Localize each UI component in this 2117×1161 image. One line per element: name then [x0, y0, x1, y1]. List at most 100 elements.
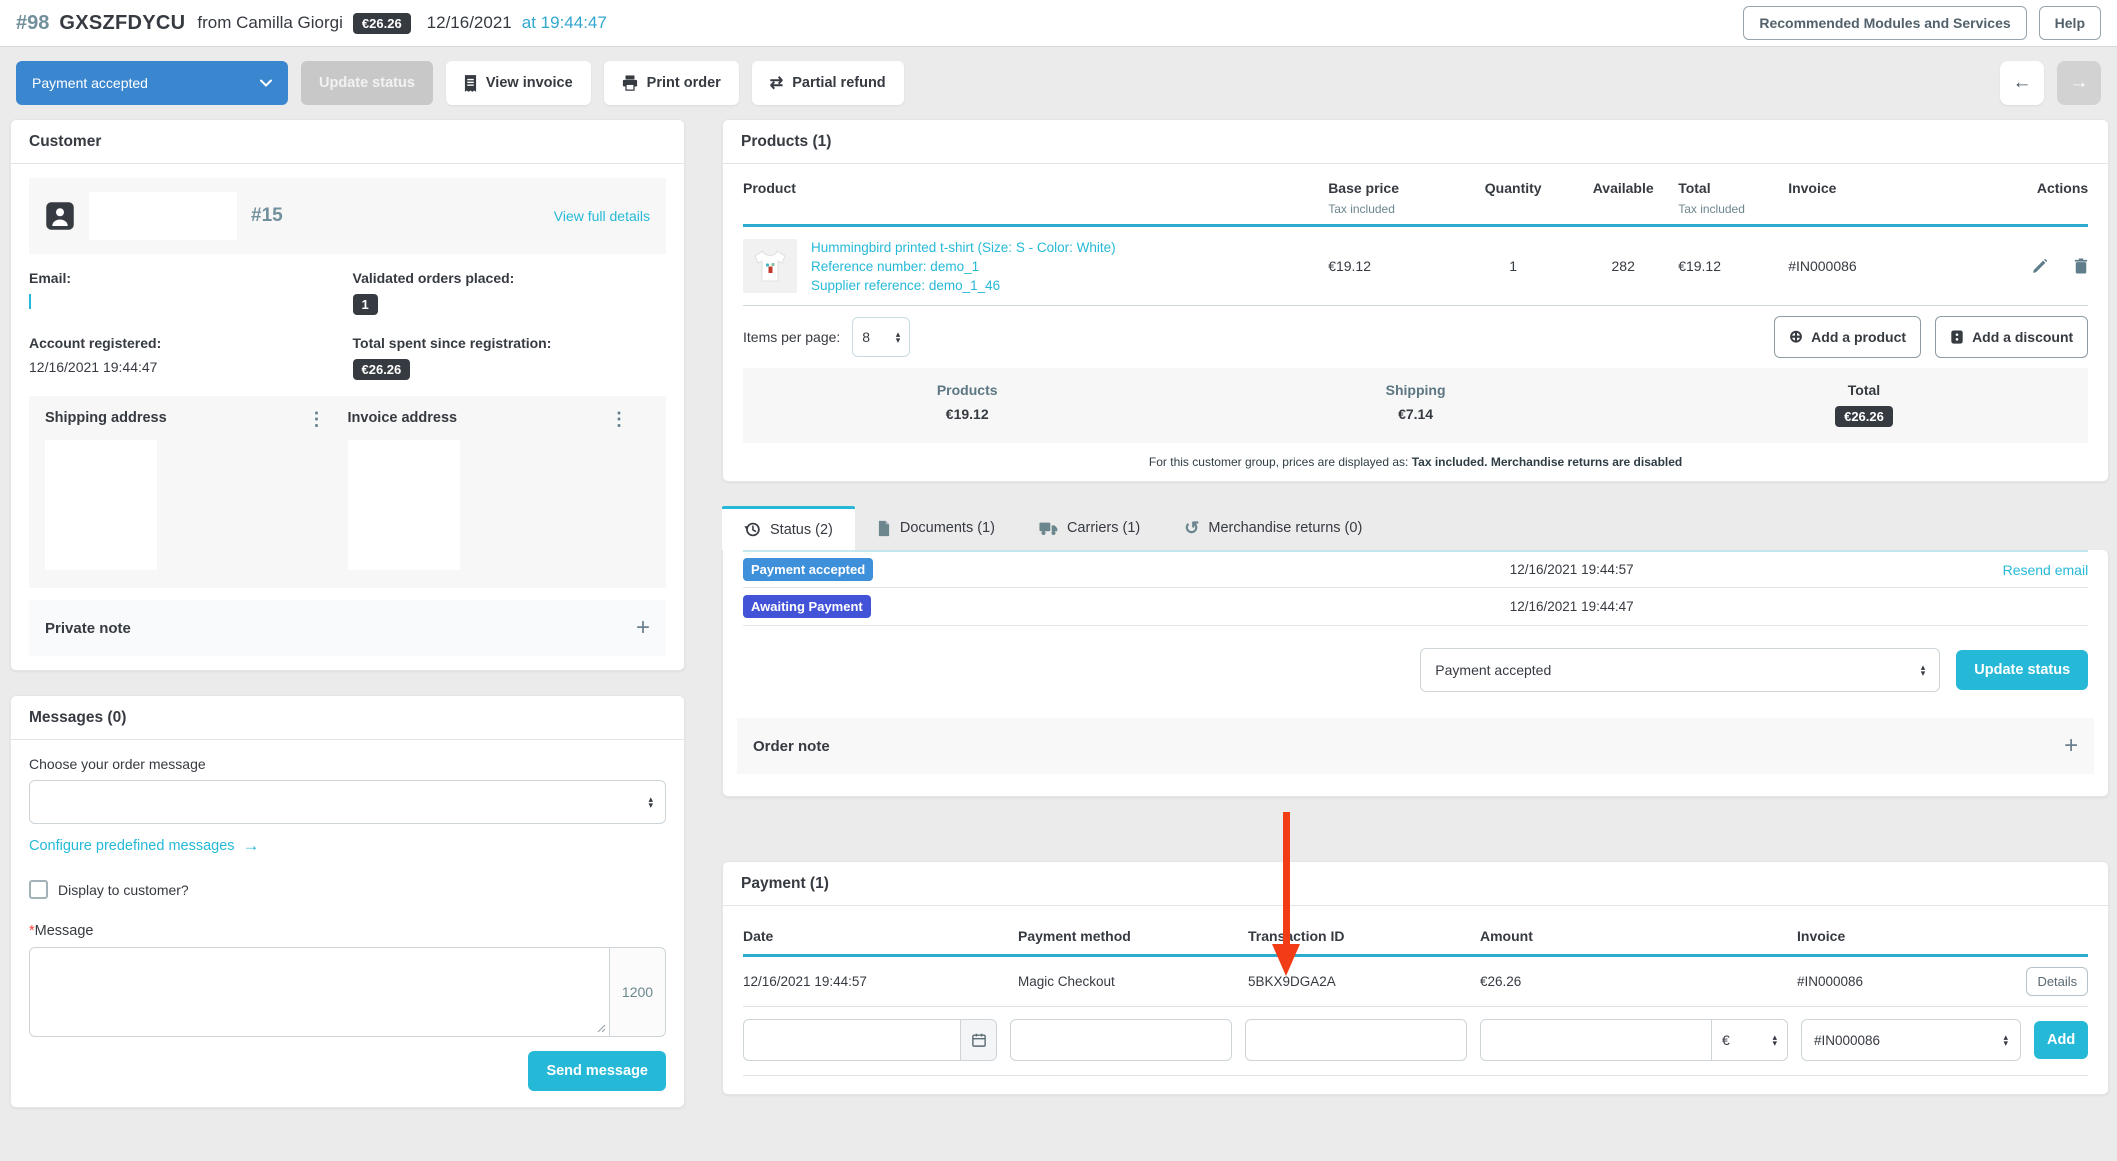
- order-totals-summary: Products €19.12 Shipping €7.14 Total €26…: [743, 368, 2089, 443]
- order-customer-origin: from Camilla Giorgi: [197, 13, 343, 32]
- order-status-select[interactable]: Payment accepted: [16, 61, 288, 105]
- update-status-select[interactable]: Payment accepted ▴ ▾: [1420, 648, 1941, 692]
- calendar-icon[interactable]: [961, 1019, 997, 1061]
- invoice-icon: [464, 74, 477, 92]
- payment-amount: €26.26: [1480, 974, 1522, 989]
- account-registered-field: Account registered: 12/16/2021 19:44:47: [29, 335, 343, 380]
- tab-status[interactable]: Status (2): [722, 506, 855, 550]
- required-mark: *: [29, 923, 35, 939]
- products-card-title: Products (1): [723, 120, 2109, 164]
- product-quantity: 1: [1509, 258, 1518, 274]
- tab-carriers-label: Carriers (1): [1066, 520, 1141, 536]
- previous-order-button[interactable]: ←: [2000, 61, 2044, 105]
- select-stepper-icon: ▴ ▾: [2003, 1032, 2008, 1048]
- status-history-row: Awaiting Payment 12/16/2021 19:44:47: [743, 588, 2089, 626]
- trash-icon[interactable]: [2074, 258, 2088, 274]
- add-private-note-icon[interactable]: +: [635, 614, 650, 641]
- summary-products-label: Products: [936, 382, 998, 398]
- summary-total-label: Total: [1847, 382, 1881, 398]
- payment-card-title: Payment (1): [723, 862, 2109, 906]
- payment-date-input[interactable]: [743, 1019, 961, 1061]
- col-invoice: Invoice: [1788, 180, 1837, 196]
- arrow-left-icon: ←: [2012, 72, 2032, 93]
- partial-refund-button[interactable]: ⇄ Partial refund: [751, 61, 904, 105]
- summary-products-value: €19.12: [945, 406, 989, 422]
- top-header-bar: #98 GXSZFDYCU from Camilla Giorgi €26.26…: [0, 0, 2117, 47]
- product-name-link[interactable]: Hummingbird printed t-shirt (Size: S - C…: [811, 239, 1116, 255]
- items-per-page-select[interactable]: 8 ▴ ▾: [852, 317, 911, 357]
- update-status-row: Payment accepted ▴ ▾ Update status: [743, 648, 2089, 692]
- payment-transaction-id: 5BKX9DGA2A: [1248, 974, 1336, 989]
- col-transaction-id: Transaction ID: [1248, 928, 1345, 944]
- configure-messages-link[interactable]: Configure predefined messages: [29, 838, 235, 854]
- person-icon: [45, 201, 75, 231]
- product-reference[interactable]: Reference number: demo_1: [811, 258, 980, 274]
- tab-returns-label: Merchandise returns (0): [1208, 520, 1363, 536]
- total-spent-field: Total spent since registration: €26.26: [352, 335, 667, 380]
- messages-card-title: Messages (0): [11, 696, 684, 740]
- shipping-address-label: Shipping address: [45, 410, 167, 426]
- add-payment-form: € ▴ ▾ #IN000086 ▴ ▾ Add: [743, 1007, 2089, 1076]
- add-payment-button[interactable]: Add: [2034, 1021, 2089, 1059]
- add-discount-button[interactable]: Add a discount: [1935, 316, 2089, 358]
- arrow-right-icon: →: [2069, 72, 2089, 93]
- product-thumbnail[interactable]: [743, 239, 797, 293]
- add-product-button[interactable]: ⊕ Add a product: [1773, 316, 1922, 358]
- resend-email-link[interactable]: Resend email: [2002, 561, 2089, 578]
- message-textarea[interactable]: [29, 947, 610, 1037]
- payment-method-input[interactable]: [1010, 1019, 1232, 1061]
- annotation-arrow-down: [1272, 812, 1300, 976]
- tab-merchandise-returns[interactable]: ↺ Merchandise returns (0): [1162, 506, 1384, 550]
- select-stepper-icon: ▴ ▾: [1772, 1032, 1777, 1048]
- view-invoice-button[interactable]: View invoice: [445, 61, 591, 105]
- recommended-modules-button[interactable]: Recommended Modules and Services: [1743, 6, 2027, 40]
- send-message-button[interactable]: Send message: [528, 1051, 666, 1091]
- edit-pencil-icon[interactable]: [2032, 258, 2048, 274]
- help-button[interactable]: Help: [2038, 6, 2101, 40]
- resize-handle[interactable]: [597, 1024, 606, 1033]
- status-date: 12/16/2021 19:44:47: [1509, 599, 1634, 614]
- print-order-label: Print order: [646, 75, 721, 91]
- order-time-link[interactable]: at 19:44:47: [521, 13, 607, 32]
- items-per-page-label: Items per page:: [743, 329, 841, 345]
- update-status-button[interactable]: Update status: [1956, 650, 2089, 690]
- order-message-select[interactable]: ▴ ▾: [29, 780, 666, 824]
- col-base-price-sub: Tax included: [1328, 202, 1395, 216]
- kebab-menu-icon[interactable]: ⋮: [307, 409, 326, 429]
- private-note-label: Private note: [45, 619, 131, 637]
- email-value-redacted: [29, 294, 31, 309]
- next-order-button[interactable]: →: [2057, 61, 2101, 105]
- product-supplier-reference[interactable]: Supplier reference: demo_1_46: [811, 277, 1001, 293]
- prices-footnote: For this customer group, prices are disp…: [1148, 455, 1683, 469]
- select-stepper-icon: ▴ ▾: [895, 329, 901, 345]
- col-quantity: Quantity: [1484, 180, 1542, 196]
- display-to-customer-label: Display to customer?: [58, 881, 189, 898]
- tab-documents[interactable]: Documents (1): [855, 506, 1017, 550]
- payment-invoice-select[interactable]: #IN000086 ▴ ▾: [1801, 1019, 2021, 1061]
- update-status-toolbar-button[interactable]: Update status: [301, 61, 433, 105]
- tab-carriers[interactable]: Carriers (1): [1017, 506, 1162, 550]
- shipping-address-block: Shipping address ⋮: [45, 410, 348, 570]
- display-to-customer-checkbox[interactable]: [29, 880, 48, 899]
- items-per-page-row: Items per page: 8 ▴ ▾ ⊕ Add a product: [743, 306, 2089, 368]
- content-area: Customer #15 View full details Email:: [0, 119, 2117, 1108]
- select-stepper-icon: ▴ ▾: [1920, 662, 1926, 678]
- total-spent-badge: €26.26: [352, 359, 411, 380]
- order-tabs: Status (2) Documents (1) Carriers (1) ↺: [722, 506, 2109, 550]
- payment-amount-input[interactable]: [1480, 1019, 1712, 1061]
- print-order-button[interactable]: Print order: [603, 61, 739, 105]
- account-registered-value: 12/16/2021 19:44:47: [29, 359, 158, 375]
- kebab-menu-icon[interactable]: ⋮: [610, 409, 628, 429]
- transaction-id-input[interactable]: [1245, 1019, 1467, 1061]
- partial-refund-label: Partial refund: [792, 75, 886, 91]
- payment-details-button[interactable]: Details: [2026, 967, 2089, 996]
- view-full-details-link[interactable]: View full details: [553, 208, 650, 224]
- col-amount: Amount: [1480, 928, 1533, 944]
- add-product-label: Add a product: [1811, 329, 1907, 345]
- messages-card: Messages (0) Choose your order message ▴…: [10, 695, 685, 1108]
- customer-summary-strip: #15 View full details: [29, 178, 666, 254]
- add-order-note-icon[interactable]: +: [2064, 732, 2079, 759]
- addresses-section: Shipping address ⋮ Invoice address ⋮: [29, 396, 666, 588]
- currency-select[interactable]: € ▴ ▾: [1712, 1019, 1788, 1061]
